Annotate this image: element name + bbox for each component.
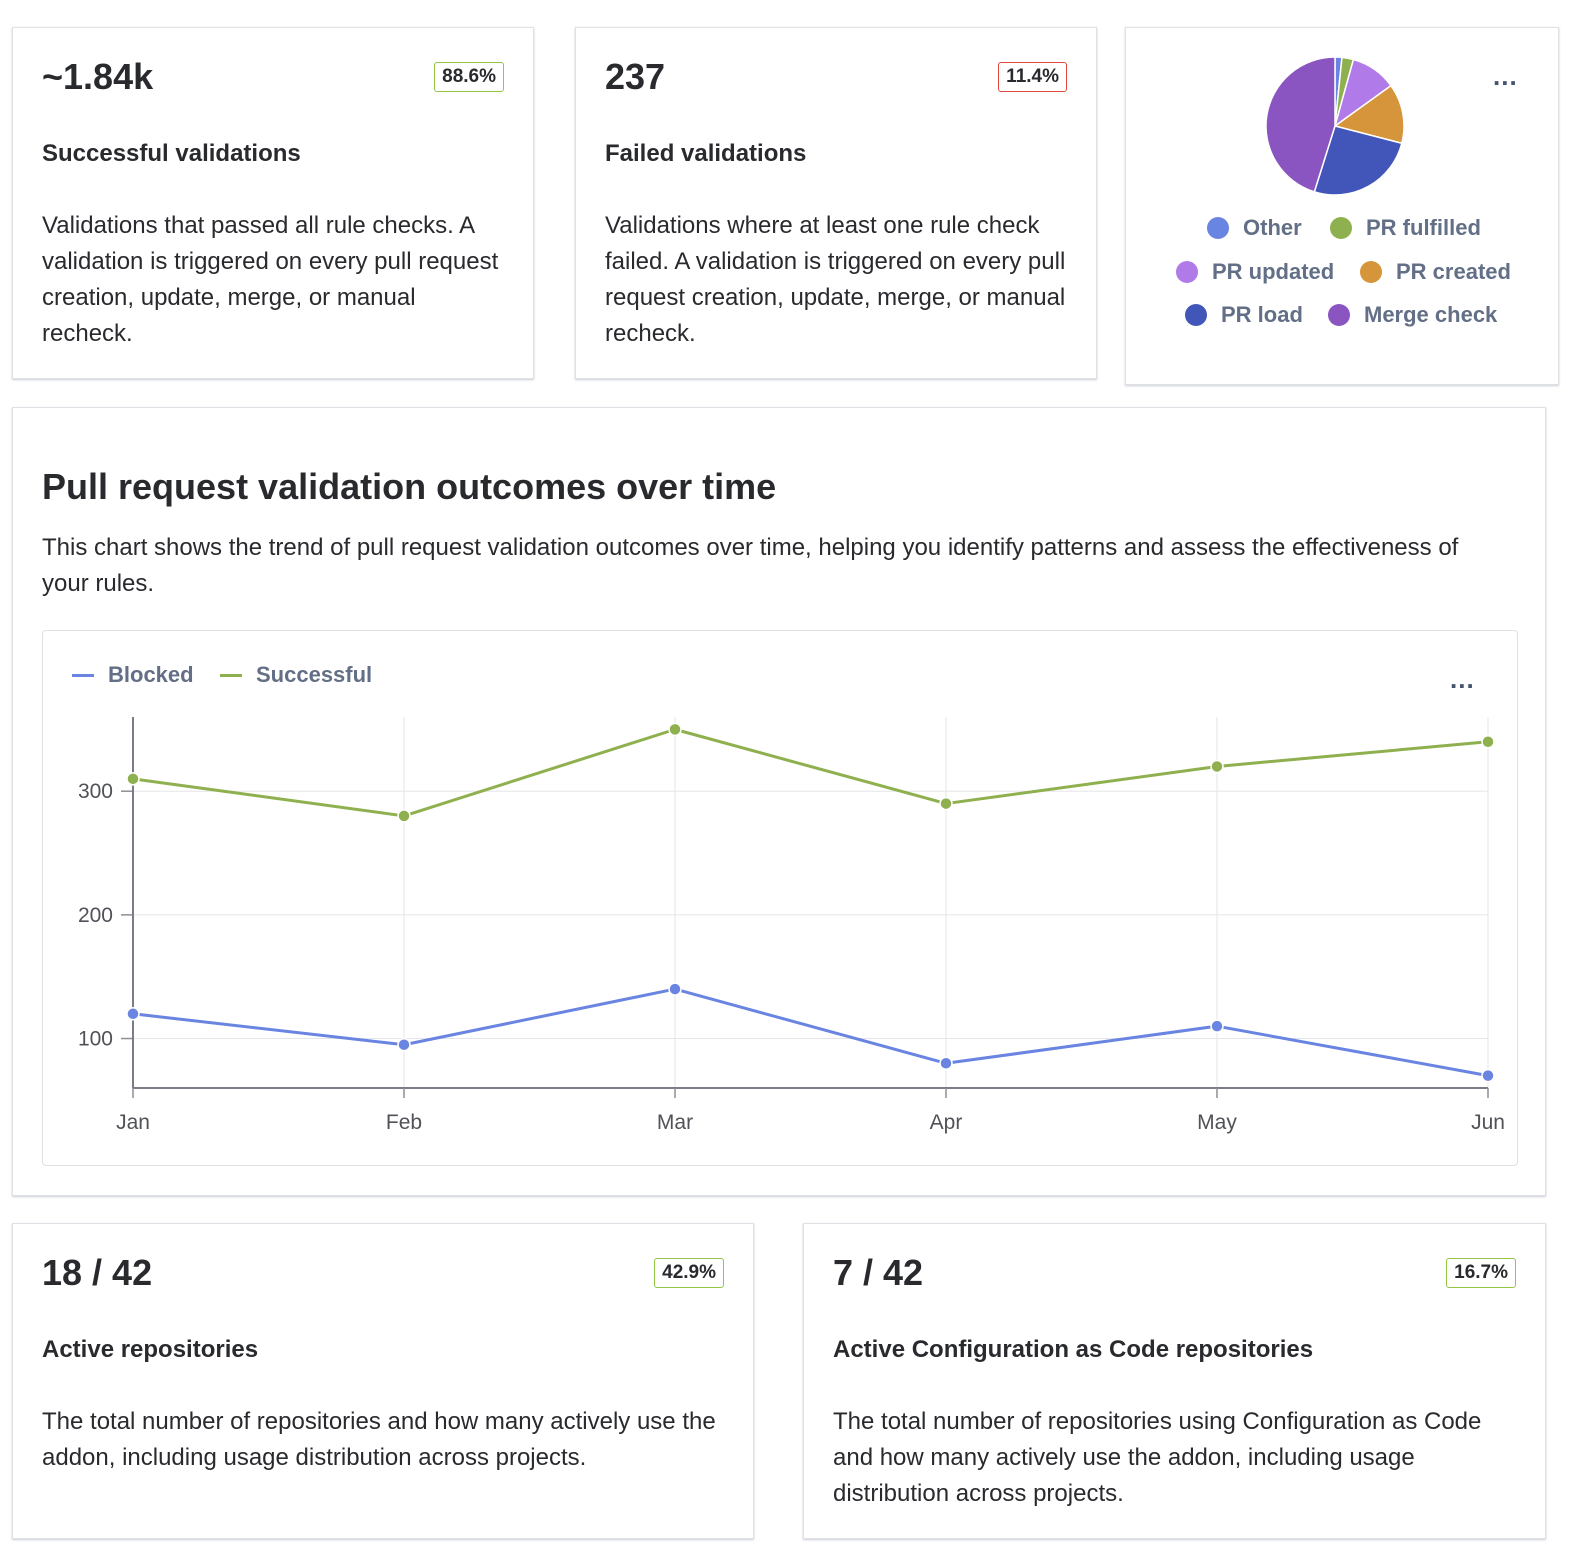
line-legend-item-successful[interactable]: Successful xyxy=(220,662,372,688)
legend-dot-icon xyxy=(1185,304,1207,326)
active-repositories-title: Active repositories xyxy=(42,1336,259,1363)
legend-dot-icon xyxy=(1360,261,1382,283)
pie-legend-item-other[interactable]: Other xyxy=(1207,215,1302,241)
successful-validations-title: Successful validations xyxy=(42,140,301,167)
pie-legend-item-pr-load[interactable]: PR load xyxy=(1185,302,1303,328)
failed-validations-card: 237 11.4% Failed validations Validations… xyxy=(575,27,1097,379)
active-repositories-description: The total number of repositories and how… xyxy=(42,1408,716,1471)
pie-more-options-button[interactable]: ... xyxy=(1493,61,1518,91)
data-point-successful[interactable] xyxy=(1210,759,1224,774)
data-point-blocked[interactable] xyxy=(126,1007,140,1021)
pie-legend-label: PR fulfilled xyxy=(1366,215,1481,240)
y-tick-label: 300 xyxy=(78,780,113,803)
cac-repositories-card: 7 / 42 16.7% Active Configuration as Cod… xyxy=(803,1223,1546,1539)
outcomes-description: This chart shows the trend of pull reque… xyxy=(42,534,1459,597)
data-point-blocked[interactable] xyxy=(397,1037,411,1052)
successful-validations-badge: 88.6% xyxy=(434,62,504,92)
x-tick-label: Jun xyxy=(1471,1111,1505,1134)
pie-slice-merge-check[interactable] xyxy=(1265,56,1336,193)
line-legend-label: Successful xyxy=(256,662,373,687)
failed-validations-description: Validations where at least one rule chec… xyxy=(605,212,1066,347)
pie-legend-label: PR created xyxy=(1396,259,1511,284)
x-tick-label: Apr xyxy=(930,1111,963,1134)
pie-legend-label: PR load xyxy=(1221,302,1303,327)
data-point-successful[interactable] xyxy=(1481,734,1495,749)
x-tick-label: May xyxy=(1197,1111,1237,1134)
pie-legend-item-pr-fulfilled[interactable]: PR fulfilled xyxy=(1330,215,1481,241)
legend-line-icon xyxy=(220,673,242,677)
x-tick-label: Feb xyxy=(386,1111,422,1134)
validation-outcomes-card: Pull request validation outcomes over ti… xyxy=(12,407,1546,1196)
failed-validations-badge: 11.4% xyxy=(998,62,1067,92)
line-legend-item-blocked[interactable]: Blocked xyxy=(72,662,194,688)
legend-dot-icon xyxy=(1330,217,1352,239)
data-point-successful[interactable] xyxy=(126,772,140,786)
cac-repositories-badge: 16.7% xyxy=(1446,1258,1516,1288)
failed-validations-title: Failed validations xyxy=(605,140,807,167)
pie-legend-label: PR updated xyxy=(1212,259,1335,284)
x-tick-label: Jan xyxy=(116,1111,150,1134)
series-line-blocked xyxy=(132,987,1489,1078)
data-point-blocked[interactable] xyxy=(668,982,682,996)
y-tick-label: 200 xyxy=(78,904,113,927)
cac-repositories-value: 7 / 42 xyxy=(833,1252,924,1293)
active-repositories-badge: 42.9% xyxy=(654,1258,724,1288)
legend-dot-icon xyxy=(1328,304,1350,326)
trigger-distribution-card: ... Other PR fulfilled PR updated PR cre… xyxy=(1125,27,1559,385)
outcomes-line-chart: Blocked Successful ... 100 200 300 Jan Feb Ma… xyxy=(42,630,1518,1166)
data-point-successful[interactable] xyxy=(939,796,953,811)
active-repositories-card: 18 / 42 42.9% Active repositories The to… xyxy=(12,1223,754,1539)
data-point-blocked[interactable] xyxy=(1481,1068,1495,1083)
data-point-blocked[interactable] xyxy=(939,1056,953,1071)
cac-repositories-description: The total number of repositories using C… xyxy=(833,1408,1482,1507)
series-line-successful xyxy=(132,727,1489,818)
outcomes-title: Pull request validation outcomes over ti… xyxy=(42,466,777,507)
failed-validations-value: 237 xyxy=(605,56,666,97)
successful-validations-description: Validations that passed all rule checks.… xyxy=(42,212,499,347)
pie-legend-item-pr-updated[interactable]: PR updated xyxy=(1176,259,1334,285)
legend-dot-icon xyxy=(1207,217,1229,239)
x-tick-label: Mar xyxy=(657,1111,693,1134)
trigger-pie-chart xyxy=(1265,56,1405,196)
data-point-blocked[interactable] xyxy=(1210,1019,1224,1033)
legend-dot-icon xyxy=(1176,261,1198,283)
pie-legend-label: Merge check xyxy=(1364,302,1498,327)
data-point-successful[interactable] xyxy=(668,722,682,737)
data-point-successful[interactable] xyxy=(397,809,411,823)
pie-slice-pr-created[interactable] xyxy=(1333,84,1405,145)
legend-line-icon xyxy=(72,673,94,677)
pie-legend-label: Other xyxy=(1243,215,1302,240)
chart-more-options-button[interactable]: ... xyxy=(1450,664,1475,694)
pie-slice-pr-load[interactable] xyxy=(1313,125,1403,196)
successful-validations-value: ~1.84k xyxy=(42,56,154,97)
pie-legend-item-merge-check[interactable]: Merge check xyxy=(1328,302,1497,328)
pie-legend-item-pr-created[interactable]: PR created xyxy=(1360,259,1511,285)
line-legend-label: Blocked xyxy=(108,662,194,687)
active-repositories-value: 18 / 42 xyxy=(42,1252,153,1293)
y-tick-label: 100 xyxy=(78,1028,113,1051)
successful-validations-card: ~1.84k 88.6% Successful validations Vali… xyxy=(12,27,534,379)
cac-repositories-title: Active Configuration as Code repositorie… xyxy=(833,1336,1314,1363)
line-chart-plot: 100 200 300 Jan Feb Mar Apr May Jun xyxy=(78,717,1505,1134)
